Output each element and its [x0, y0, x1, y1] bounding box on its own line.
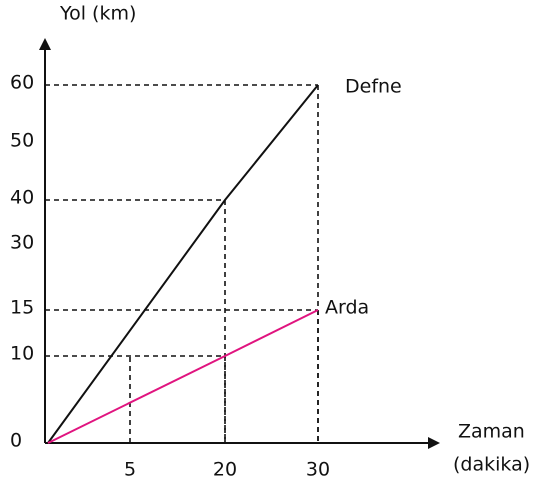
y-tick-label: 15 [10, 297, 34, 319]
series-label: Defne [345, 76, 402, 98]
x-axis-label: Zaman [458, 421, 525, 443]
series-line [47, 309, 319, 444]
y-tick-label: 50 [10, 130, 34, 152]
y-tick-label: 0 [10, 430, 22, 452]
x-tick-label: 30 [306, 459, 330, 481]
y-tick-label: 40 [10, 187, 34, 209]
series-label: Arda [325, 297, 369, 319]
x-tick-label: 20 [213, 459, 237, 481]
x-axis-label: (dakika) [453, 454, 530, 476]
y-axis-label: Yol (km) [59, 3, 136, 25]
x-tick-label: 5 [124, 459, 136, 481]
y-tick-label: 30 [10, 232, 34, 254]
y-tick-label: 60 [10, 72, 34, 94]
series-line [47, 84, 319, 444]
y-tick-label: 10 [10, 343, 34, 365]
